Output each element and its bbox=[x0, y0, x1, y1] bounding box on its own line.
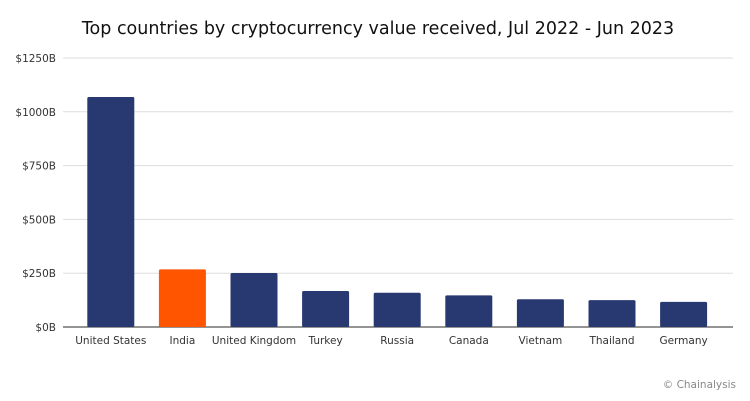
y-tick-label: $500B bbox=[22, 214, 56, 226]
x-category-label: Canada bbox=[449, 335, 489, 347]
bar-germany bbox=[660, 301, 708, 327]
y-tick-label: $1000B bbox=[15, 107, 56, 119]
bar-india bbox=[158, 269, 206, 327]
y-tick-label: $250B bbox=[22, 268, 56, 280]
x-category-label: Thailand bbox=[588, 335, 634, 347]
y-tick-label: $1250B bbox=[15, 53, 56, 65]
x-category-label: India bbox=[170, 335, 196, 347]
y-tick-label: $0B bbox=[35, 322, 56, 334]
x-category-label: Turkey bbox=[308, 335, 343, 347]
chainalysis-credit: © Chainalysis bbox=[663, 379, 736, 391]
bar-canada bbox=[445, 295, 493, 327]
x-category-label: United Kingdom bbox=[212, 335, 296, 347]
bar-united-states bbox=[87, 96, 135, 327]
chart-title: Top countries by cryptocurrency value re… bbox=[81, 19, 674, 39]
x-category-label: Germany bbox=[659, 335, 707, 347]
bar-russia bbox=[373, 292, 421, 327]
y-tick-label: $750B bbox=[22, 161, 56, 173]
x-category-label: United States bbox=[75, 335, 146, 347]
bar-thailand bbox=[588, 300, 636, 327]
bar-turkey bbox=[302, 291, 350, 327]
bar-united-kingdom bbox=[230, 272, 278, 327]
bar-vietnam bbox=[516, 299, 564, 327]
x-category-label: Vietnam bbox=[519, 335, 563, 347]
x-category-label: Russia bbox=[380, 335, 414, 347]
